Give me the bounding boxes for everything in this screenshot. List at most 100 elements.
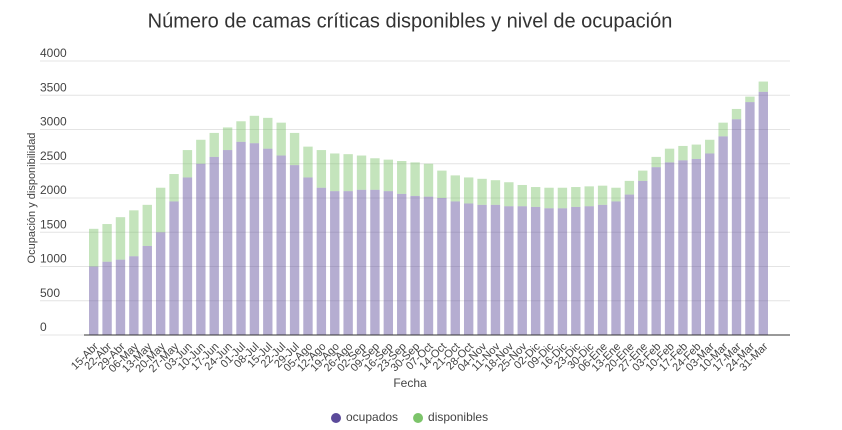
- bar-segment: [678, 160, 688, 335]
- bar-segment: [356, 155, 367, 190]
- bar-segment: [678, 145, 688, 161]
- bar-segment: [691, 144, 702, 159]
- bar-segment: [89, 228, 99, 267]
- bar-segment: [597, 185, 608, 205]
- bar-segment: [463, 203, 474, 335]
- bar-segment: [196, 139, 206, 164]
- chart-title: Número de camas críticas disponibles y n…: [148, 10, 673, 32]
- bar-segment: [557, 208, 568, 335]
- bar-segment: [343, 191, 353, 335]
- bar-segment: [437, 198, 447, 335]
- bar-segment: [504, 206, 514, 335]
- bar-segment: [182, 150, 193, 178]
- bar-segment: [289, 165, 300, 335]
- bar-segment: [397, 193, 407, 335]
- bar-segment: [571, 187, 581, 207]
- bar-segment: [638, 170, 648, 181]
- bar-segment: [249, 143, 260, 335]
- bar-segment: [705, 153, 715, 335]
- bar-segment: [370, 189, 380, 335]
- bar-segment: [731, 108, 742, 120]
- bar-segment: [169, 174, 179, 202]
- bar-segment: [316, 150, 327, 188]
- bar-segment: [343, 154, 353, 192]
- legend-marker: [331, 413, 341, 423]
- bar-segment: [115, 217, 126, 260]
- bar-segment: [209, 132, 219, 157]
- bar-segment: [356, 189, 367, 335]
- bar-segment: [142, 245, 152, 335]
- y-tick-label: 1000: [40, 252, 67, 266]
- bar-segment: [222, 127, 233, 151]
- legend-label: ocupados: [346, 410, 398, 424]
- bar-segment: [490, 204, 501, 335]
- bar-segment: [263, 117, 273, 149]
- y-tick-label: 2500: [40, 149, 67, 163]
- bar-segment: [758, 91, 768, 335]
- bar-segment: [383, 159, 394, 192]
- bar-segment: [236, 141, 246, 335]
- bar-segment: [423, 196, 434, 335]
- bar-segment: [236, 121, 246, 142]
- bar-segment: [584, 186, 594, 207]
- bar-segment: [155, 187, 166, 233]
- y-tick-label: 2000: [40, 183, 67, 197]
- bar-segment: [544, 208, 554, 335]
- bar-segment: [745, 102, 755, 335]
- bar-segment: [115, 259, 126, 335]
- bar-segment: [222, 150, 233, 335]
- bar-segment: [517, 184, 527, 207]
- bar-segment: [664, 148, 675, 163]
- bar-segment: [330, 191, 340, 335]
- y-tick-label: 0: [40, 320, 47, 334]
- bar-segment: [102, 261, 112, 335]
- bar-segment: [530, 206, 541, 335]
- y-tick-label: 3500: [40, 80, 67, 94]
- bar-segment: [651, 156, 661, 168]
- bar-segment: [182, 177, 193, 335]
- bar-segment: [263, 148, 273, 335]
- y-tick-label: 3000: [40, 115, 67, 129]
- bar-segment: [303, 177, 313, 335]
- y-tick-label: 1500: [40, 217, 67, 231]
- bar-segment: [597, 204, 608, 335]
- legend-label: disponibles: [428, 410, 488, 424]
- bar-segment: [691, 158, 702, 335]
- bar-segment: [196, 163, 206, 335]
- bar-segment: [517, 206, 527, 335]
- bar-segment: [276, 155, 286, 335]
- bar-segment: [303, 146, 313, 178]
- bar-segment: [664, 162, 675, 335]
- bar-segment: [450, 175, 460, 202]
- bar-segment: [169, 201, 179, 335]
- bar-segment: [142, 204, 152, 246]
- bar-segment: [249, 115, 260, 144]
- bar-segment: [611, 187, 621, 202]
- bar-segment: [289, 132, 300, 166]
- bar-segment: [584, 206, 594, 335]
- y-tick-label: 4000: [40, 46, 67, 60]
- bar-segment: [397, 161, 407, 194]
- legend-marker: [413, 413, 424, 423]
- bar-segment: [410, 195, 420, 335]
- bar-segment: [423, 163, 434, 197]
- bar-segment: [155, 232, 166, 335]
- bar-segment: [530, 187, 541, 207]
- bar-segment: [89, 266, 99, 335]
- bar-segment: [624, 180, 635, 195]
- bar-segment: [129, 210, 139, 257]
- y-tick-label: 500: [40, 286, 60, 300]
- bar-segment: [745, 96, 755, 103]
- bar-segment: [463, 177, 474, 204]
- bar-segment: [370, 158, 380, 190]
- x-axis-title: Fecha: [393, 376, 427, 390]
- bar-segment: [477, 178, 487, 205]
- bar-segment: [129, 256, 139, 335]
- bar-segment: [504, 182, 514, 207]
- bar-segment: [410, 162, 420, 196]
- bar-segment: [383, 191, 394, 335]
- bar-segment: [611, 201, 621, 335]
- bar-segment: [330, 153, 340, 192]
- bar-segment: [437, 170, 447, 198]
